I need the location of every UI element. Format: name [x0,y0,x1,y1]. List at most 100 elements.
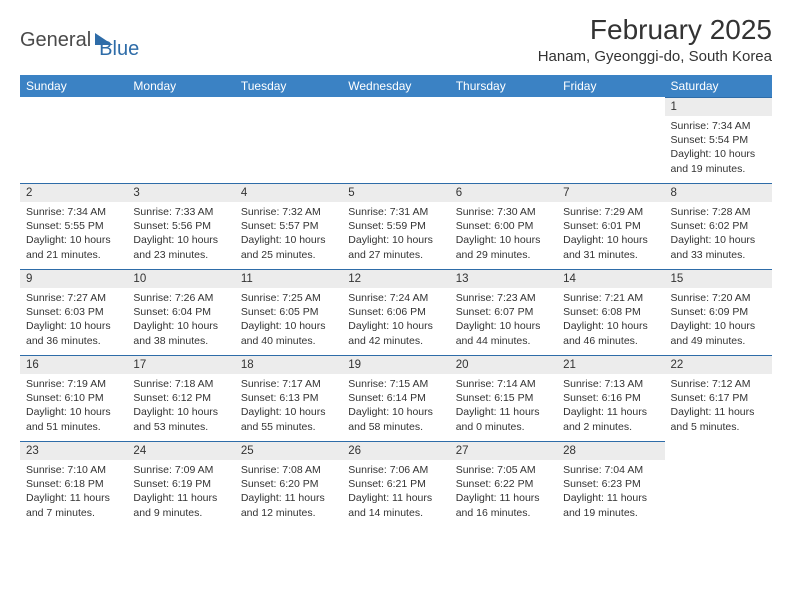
day-number: 4 [235,183,342,202]
calendar-day-cell: 22Sunrise: 7:12 AMSunset: 6:17 PMDayligh… [665,355,772,441]
sunset-line: Sunset: 6:08 PM [563,305,658,319]
daylight-line: Daylight: 10 hours and 23 minutes. [133,233,228,261]
day-number: 19 [342,355,449,374]
sunrise-line: Sunrise: 7:12 AM [671,377,766,391]
day-content: Sunrise: 7:08 AMSunset: 6:20 PMDaylight:… [235,460,342,524]
calendar-day-cell: 15Sunrise: 7:20 AMSunset: 6:09 PMDayligh… [665,269,772,355]
sunrise-line: Sunrise: 7:19 AM [26,377,121,391]
sunset-line: Sunset: 6:09 PM [671,305,766,319]
day-number: 8 [665,183,772,202]
day-number: 18 [235,355,342,374]
day-content: Sunrise: 7:13 AMSunset: 6:16 PMDaylight:… [557,374,664,438]
day-content: Sunrise: 7:17 AMSunset: 6:13 PMDaylight:… [235,374,342,438]
day-number: 14 [557,269,664,288]
day-content: Sunrise: 7:09 AMSunset: 6:19 PMDaylight:… [127,460,234,524]
sunrise-line: Sunrise: 7:13 AM [563,377,658,391]
calendar-day-cell: 13Sunrise: 7:23 AMSunset: 6:07 PMDayligh… [450,269,557,355]
day-content: Sunrise: 7:20 AMSunset: 6:09 PMDaylight:… [665,288,772,352]
sunset-line: Sunset: 5:55 PM [26,219,121,233]
calendar-day-cell: 1Sunrise: 7:34 AMSunset: 5:54 PMDaylight… [665,97,772,183]
sunset-line: Sunset: 6:23 PM [563,477,658,491]
day-number: 16 [20,355,127,374]
sunrise-line: Sunrise: 7:15 AM [348,377,443,391]
day-content: Sunrise: 7:12 AMSunset: 6:17 PMDaylight:… [665,374,772,438]
day-content: Sunrise: 7:14 AMSunset: 6:15 PMDaylight:… [450,374,557,438]
day-number: 5 [342,183,449,202]
day-number: 12 [342,269,449,288]
weekday-header: Monday [127,75,234,97]
calendar-day-cell: 12Sunrise: 7:24 AMSunset: 6:06 PMDayligh… [342,269,449,355]
sunrise-line: Sunrise: 7:26 AM [133,291,228,305]
calendar-week-row: 2Sunrise: 7:34 AMSunset: 5:55 PMDaylight… [20,183,772,269]
day-number: 17 [127,355,234,374]
weekday-header-row: Sunday Monday Tuesday Wednesday Thursday… [20,75,772,97]
daylight-line: Daylight: 10 hours and 46 minutes. [563,319,658,347]
day-content: Sunrise: 7:32 AMSunset: 5:57 PMDaylight:… [235,202,342,266]
daylight-line: Daylight: 10 hours and 33 minutes. [671,233,766,261]
calendar-day-cell: 18Sunrise: 7:17 AMSunset: 6:13 PMDayligh… [235,355,342,441]
daylight-line: Daylight: 10 hours and 44 minutes. [456,319,551,347]
day-number: 22 [665,355,772,374]
sunrise-line: Sunrise: 7:31 AM [348,205,443,219]
sunset-line: Sunset: 6:04 PM [133,305,228,319]
day-number: 10 [127,269,234,288]
calendar-day-cell: 6Sunrise: 7:30 AMSunset: 6:00 PMDaylight… [450,183,557,269]
daylight-line: Daylight: 10 hours and 55 minutes. [241,405,336,433]
month-title: February 2025 [538,14,772,46]
calendar-day-cell: 9Sunrise: 7:27 AMSunset: 6:03 PMDaylight… [20,269,127,355]
topbar: General Blue February 2025 Hanam, Gyeong… [20,14,772,65]
day-content: Sunrise: 7:31 AMSunset: 5:59 PMDaylight:… [342,202,449,266]
daylight-line: Daylight: 11 hours and 2 minutes. [563,405,658,433]
sunset-line: Sunset: 6:20 PM [241,477,336,491]
day-number: 27 [450,441,557,460]
day-content: Sunrise: 7:05 AMSunset: 6:22 PMDaylight:… [450,460,557,524]
day-content: Sunrise: 7:10 AMSunset: 6:18 PMDaylight:… [20,460,127,524]
sunrise-line: Sunrise: 7:05 AM [456,463,551,477]
day-content: Sunrise: 7:21 AMSunset: 6:08 PMDaylight:… [557,288,664,352]
day-number: 3 [127,183,234,202]
daylight-line: Daylight: 10 hours and 58 minutes. [348,405,443,433]
calendar-day-cell [450,97,557,183]
weekday-header: Thursday [450,75,557,97]
sunset-line: Sunset: 6:05 PM [241,305,336,319]
day-number: 28 [557,441,664,460]
sunset-line: Sunset: 5:57 PM [241,219,336,233]
sunset-line: Sunset: 5:56 PM [133,219,228,233]
calendar-day-cell [127,97,234,183]
sunrise-line: Sunrise: 7:30 AM [456,205,551,219]
daylight-line: Daylight: 11 hours and 16 minutes. [456,491,551,519]
day-content: Sunrise: 7:28 AMSunset: 6:02 PMDaylight:… [665,202,772,266]
sunset-line: Sunset: 6:22 PM [456,477,551,491]
daylight-line: Daylight: 10 hours and 40 minutes. [241,319,336,347]
sunrise-line: Sunrise: 7:06 AM [348,463,443,477]
sunrise-line: Sunrise: 7:28 AM [671,205,766,219]
sunrise-line: Sunrise: 7:10 AM [26,463,121,477]
sunset-line: Sunset: 6:12 PM [133,391,228,405]
sunset-line: Sunset: 6:18 PM [26,477,121,491]
calendar-day-cell: 21Sunrise: 7:13 AMSunset: 6:16 PMDayligh… [557,355,664,441]
calendar-week-row: 16Sunrise: 7:19 AMSunset: 6:10 PMDayligh… [20,355,772,441]
day-number: 24 [127,441,234,460]
day-number: 9 [20,269,127,288]
logo-text-blue: Blue [99,38,139,61]
calendar-day-cell: 11Sunrise: 7:25 AMSunset: 6:05 PMDayligh… [235,269,342,355]
daylight-line: Daylight: 11 hours and 19 minutes. [563,491,658,519]
daylight-line: Daylight: 11 hours and 12 minutes. [241,491,336,519]
daylight-line: Daylight: 10 hours and 25 minutes. [241,233,336,261]
logo-text-general: General [20,29,91,52]
daylight-line: Daylight: 10 hours and 42 minutes. [348,319,443,347]
day-number: 15 [665,269,772,288]
day-number: 21 [557,355,664,374]
calendar-day-cell: 23Sunrise: 7:10 AMSunset: 6:18 PMDayligh… [20,441,127,527]
daylight-line: Daylight: 10 hours and 21 minutes. [26,233,121,261]
calendar-week-row: 9Sunrise: 7:27 AMSunset: 6:03 PMDaylight… [20,269,772,355]
calendar-day-cell: 14Sunrise: 7:21 AMSunset: 6:08 PMDayligh… [557,269,664,355]
day-number: 7 [557,183,664,202]
sunrise-line: Sunrise: 7:24 AM [348,291,443,305]
day-content: Sunrise: 7:27 AMSunset: 6:03 PMDaylight:… [20,288,127,352]
day-number: 26 [342,441,449,460]
sunset-line: Sunset: 6:15 PM [456,391,551,405]
sunrise-line: Sunrise: 7:14 AM [456,377,551,391]
location-subtitle: Hanam, Gyeonggi-do, South Korea [538,48,772,65]
daylight-line: Daylight: 10 hours and 49 minutes. [671,319,766,347]
